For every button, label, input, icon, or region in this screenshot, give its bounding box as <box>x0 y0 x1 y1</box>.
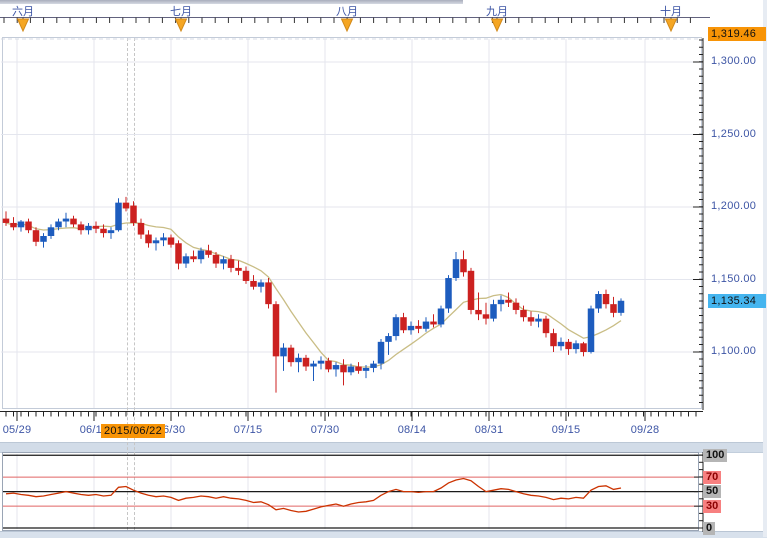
x-axis-label: 07/30 <box>310 424 340 436</box>
month-label: 九月 <box>486 6 508 18</box>
month-marker-icon <box>16 18 30 33</box>
cursor-dashed-line <box>134 38 135 530</box>
date-ruler[interactable] <box>0 410 710 424</box>
rsi-level-label: 0 <box>703 521 716 535</box>
y-axis-label: 1,150.00 <box>711 272 757 285</box>
x-axis-label: 08/31 <box>474 424 504 436</box>
month-marker-icon <box>664 18 678 33</box>
window-top-edge <box>0 0 463 4</box>
y-axis-label: 1,100.00 <box>711 345 757 357</box>
x-axis-label: 08/14 <box>397 424 427 436</box>
y-axis-label: 1,300.00 <box>711 55 757 67</box>
month-label: 七月 <box>170 6 192 18</box>
oscillator-line <box>5 477 622 513</box>
rsi-level-label: 50 <box>703 485 722 499</box>
oscillator-chart[interactable] <box>2 452 699 531</box>
month-label: 六月 <box>12 6 34 18</box>
month-label: 十月 <box>660 6 682 18</box>
candlestick-chart[interactable] <box>0 37 703 410</box>
last-price-tag: 1,135.34 <box>708 293 766 308</box>
rsi-level-label: 30 <box>703 499 722 513</box>
month-marker-icon <box>490 18 504 33</box>
x-axis-label: 06/15 <box>79 424 109 436</box>
month-label: 八月 <box>336 6 358 18</box>
window-bottom-edge <box>0 531 767 538</box>
x-axis-label: 07/15 <box>233 424 263 436</box>
y-axis-label: 1,200.00 <box>711 200 757 212</box>
month-ruler[interactable] <box>0 0 767 36</box>
rsi-level-label: 100 <box>703 448 728 462</box>
month-marker-icon <box>340 18 354 33</box>
alert-price-tag: 1,319.46 <box>708 26 766 41</box>
y-axis-label: 1,250.00 <box>711 127 757 140</box>
month-marker-icon <box>174 18 188 33</box>
moving-average-line <box>5 222 622 368</box>
selected-date-tag: 2015/06/22 <box>101 424 165 438</box>
cursor-dashed-line <box>127 38 128 530</box>
x-axis-label: 09/28 <box>630 424 660 436</box>
x-axis-label: 09/15 <box>551 424 581 436</box>
candles <box>2 196 625 393</box>
gridlines <box>1 38 702 408</box>
x-axis-label: 05/29 <box>2 424 32 436</box>
window-right-edge <box>763 0 767 537</box>
rsi-level-label: 70 <box>703 470 722 484</box>
price-axis-ruler[interactable] <box>692 37 708 411</box>
